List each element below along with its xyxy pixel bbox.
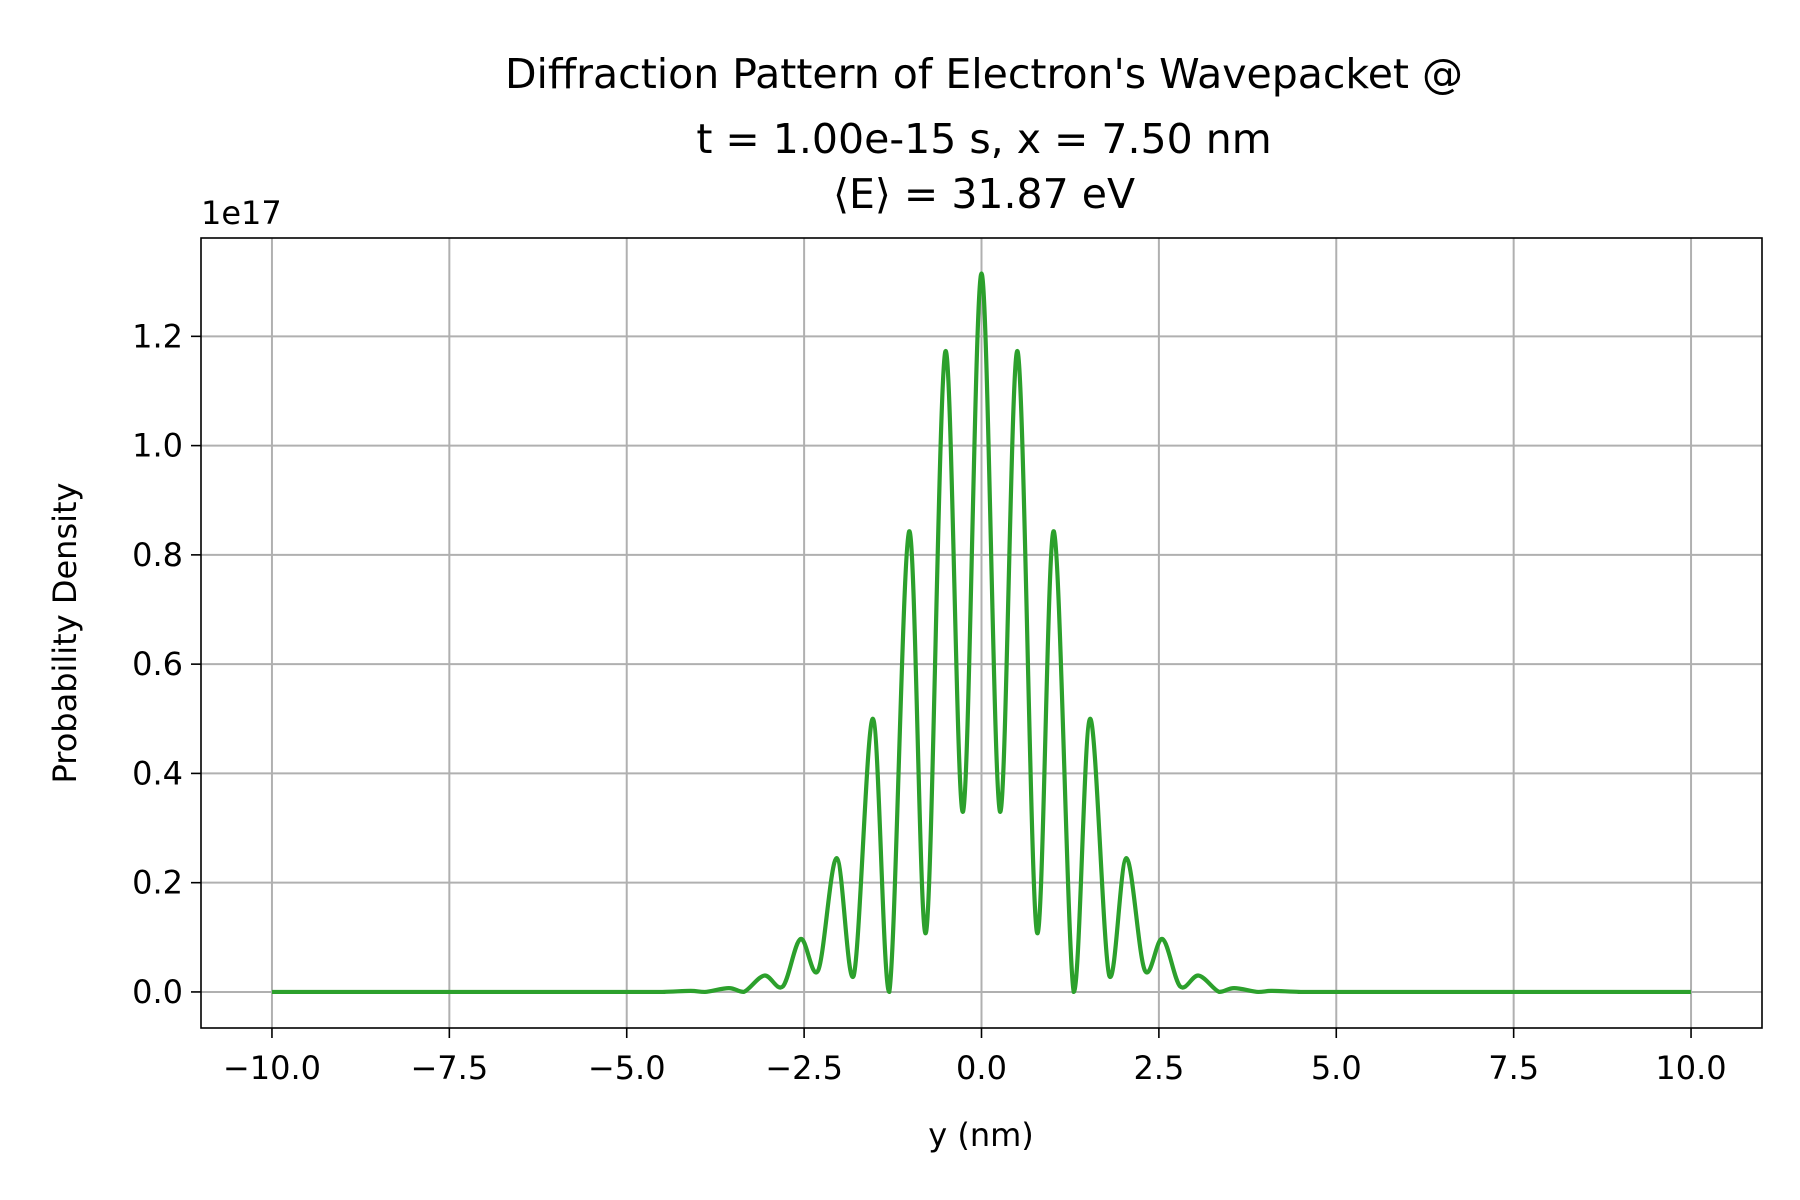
- chart-title: Diffraction Pattern of Electron's Wavepa…: [505, 50, 1463, 218]
- y-tick-label: 0.4: [132, 754, 183, 792]
- x-axis-label: y (nm): [928, 1116, 1034, 1154]
- x-tick-label: −5.0: [588, 1049, 666, 1087]
- x-tick-label: 2.5: [1133, 1049, 1184, 1087]
- title-line-2: t = 1.00e-15 s, x = 7.50 nm: [696, 115, 1271, 163]
- axis-ticks: −10.0 −7.5 −5.0 −2.5 0.0 2.5 5.0 7.5 10.0 0.0 0.2 0…: [132, 317, 1727, 1087]
- y-tick-label: 1.0: [132, 427, 183, 465]
- x-tick-label: −10.0: [223, 1049, 321, 1087]
- x-tick-label: −2.5: [765, 1049, 843, 1087]
- x-tick-label: 10.0: [1655, 1049, 1726, 1087]
- x-tick-label: 0.0: [956, 1049, 1007, 1087]
- y-tick-label: 0.6: [132, 645, 183, 683]
- y-tick-label: 0.8: [132, 536, 183, 574]
- x-tick-label: 7.5: [1488, 1049, 1539, 1087]
- y-axis-offset-label: 1e17: [201, 194, 282, 232]
- y-tick-label: 0.2: [132, 864, 183, 902]
- y-axis-label: Probability Density: [46, 483, 84, 784]
- x-tick-label: −7.5: [410, 1049, 488, 1087]
- y-tick-label: 0.0: [132, 973, 183, 1011]
- title-line-1: Diffraction Pattern of Electron's Wavepa…: [505, 50, 1463, 98]
- plot-area: [271, 271, 1692, 995]
- y-tick-label: 1.2: [132, 317, 183, 355]
- title-line-3: ⟨E⟩ = 31.87 eV: [833, 170, 1135, 218]
- probability-density-line: [271, 271, 1692, 995]
- x-tick-label: 5.0: [1311, 1049, 1362, 1087]
